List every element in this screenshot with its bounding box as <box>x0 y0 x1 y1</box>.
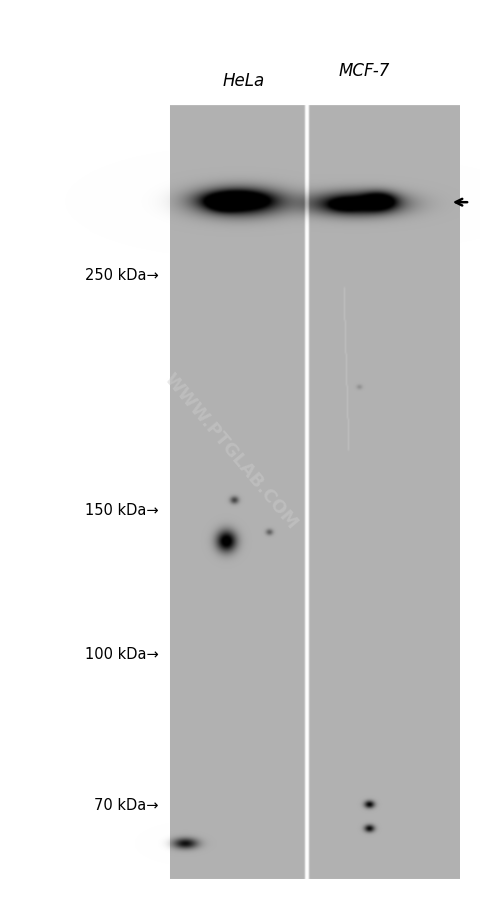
Text: 250 kDa→: 250 kDa→ <box>84 268 158 282</box>
Text: 100 kDa→: 100 kDa→ <box>84 647 158 661</box>
Text: 70 kDa→: 70 kDa→ <box>94 797 158 812</box>
Text: WWW.PTGLAB.COM: WWW.PTGLAB.COM <box>160 370 301 532</box>
Text: MCF-7: MCF-7 <box>338 62 390 80</box>
Text: HeLa: HeLa <box>223 72 265 90</box>
Text: 150 kDa→: 150 kDa→ <box>85 502 158 517</box>
